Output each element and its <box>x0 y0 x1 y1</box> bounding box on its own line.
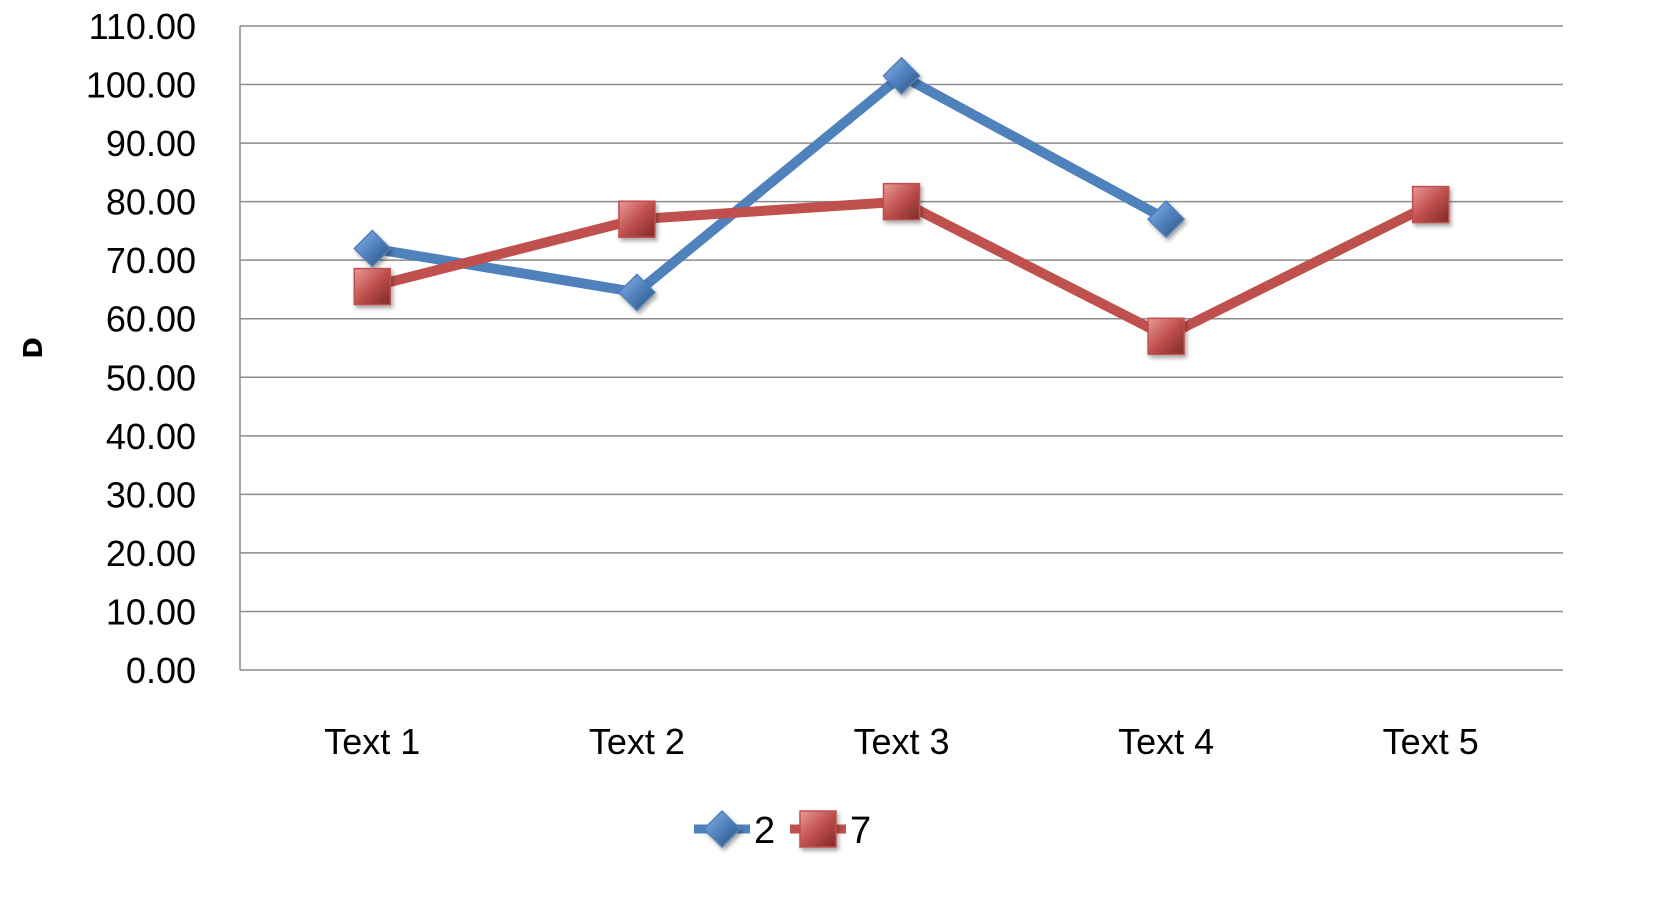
data-point <box>1147 200 1186 239</box>
y-tick-label: 70.00 <box>106 240 196 281</box>
data-point <box>1411 185 1450 224</box>
legend-label: 2 <box>754 810 775 852</box>
y-tick-label: 10.00 <box>106 591 196 632</box>
data-point <box>617 273 656 312</box>
data-point <box>353 229 392 268</box>
y-tick-label: 80.00 <box>106 182 196 223</box>
y-tick-label: 40.00 <box>106 416 196 457</box>
series-group <box>353 56 1450 356</box>
legend-entry: 2 <box>694 809 775 852</box>
legend-label: 7 <box>850 810 871 852</box>
y-tick-label: 20.00 <box>106 533 196 574</box>
data-point <box>1147 317 1185 356</box>
y-tick-label: 90.00 <box>106 123 196 164</box>
y-tick-label: 110.00 <box>89 6 196 47</box>
series-markers-2 <box>353 56 1186 312</box>
x-tick-label: Text 5 <box>1383 721 1479 762</box>
x-tick-label: Text 3 <box>853 721 949 762</box>
y-tick-label: 50.00 <box>106 357 196 398</box>
gridlines <box>240 25 1563 613</box>
data-point <box>882 182 921 221</box>
y-tick-label: 30.00 <box>106 474 196 515</box>
legend-entry: 7 <box>790 810 871 852</box>
legend-marker <box>702 809 742 849</box>
x-tick-label: Text 1 <box>324 721 420 762</box>
data-point <box>618 200 656 238</box>
data-point <box>882 56 921 95</box>
y-axis-title: D <box>19 337 49 359</box>
data-point <box>353 267 392 306</box>
y-tick-label: 60.00 <box>106 299 196 340</box>
series-markers-7 <box>353 182 1450 356</box>
x-tick-label: Text 4 <box>1118 721 1214 762</box>
y-tick-label: 100.00 <box>86 65 196 106</box>
series-7 <box>367 196 1436 342</box>
series-line <box>367 196 1436 342</box>
axes: 0.00 10.00 20.00 30.00 40.00 50.00 60.00 70.00 8… <box>86 6 1563 762</box>
y-tick-label: 0.00 <box>126 650 196 691</box>
series-line <box>367 70 1172 298</box>
legend-marker <box>799 810 837 848</box>
x-tick-label: Text 2 <box>589 721 685 762</box>
series-2 <box>367 70 1172 298</box>
